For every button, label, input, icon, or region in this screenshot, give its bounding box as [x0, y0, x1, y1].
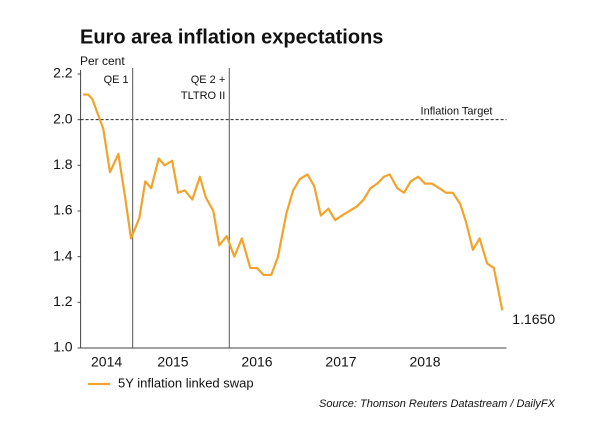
source: Source: Thomson Reuters Datastream / Dai…: [319, 398, 556, 410]
x-tick-label: 2014: [91, 354, 122, 370]
series-line: [83, 93, 504, 311]
y-tick-label: 1.2: [53, 293, 73, 309]
x-tick-label: 2018: [409, 354, 440, 370]
y-tick-label: 2.0: [53, 110, 73, 126]
event-label: QE 2 +: [191, 74, 226, 86]
x-tick-label: 2016: [241, 354, 272, 370]
chart-title: Euro area inflation expectations: [80, 26, 383, 48]
legend-label: 5Y inflation linked swap: [118, 375, 254, 390]
event-label: QE 1: [104, 74, 129, 86]
x-tick-label: 2015: [157, 354, 188, 370]
reference-label: Inflation Target: [421, 106, 493, 118]
y-tick-label: 1.8: [53, 156, 73, 172]
y-tick-label: 1.0: [53, 339, 73, 355]
y-tick-label: 1.6: [53, 202, 73, 218]
event-label: TLTRO II: [181, 90, 225, 102]
y-tick-label: 2.2: [53, 65, 73, 81]
x-tick-label: 2017: [325, 354, 356, 370]
value-label: 1.1650: [512, 311, 555, 327]
y-tick-label: 1.4: [53, 247, 73, 263]
y-axis-label: Per cent: [80, 54, 125, 68]
